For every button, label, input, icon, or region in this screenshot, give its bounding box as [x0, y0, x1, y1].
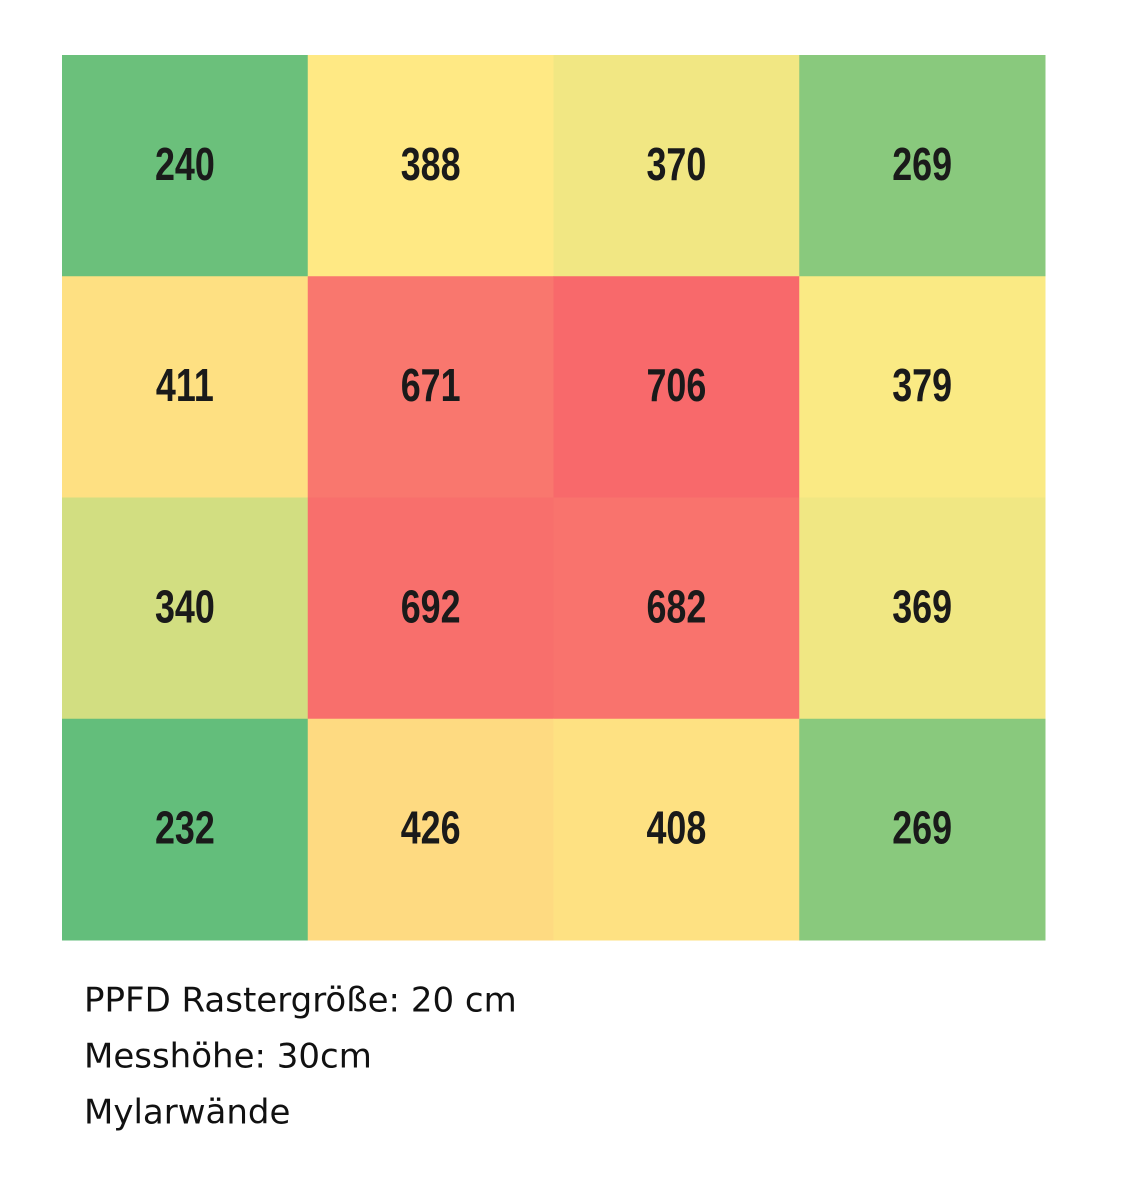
heat-cell	[62, 718, 309, 941]
heat-cell	[307, 497, 554, 720]
cell-value: 369	[892, 581, 952, 632]
cell-value: 340	[155, 581, 215, 632]
cell-value: 379	[892, 360, 952, 411]
heat-cell	[553, 55, 800, 277]
heat-cell	[799, 55, 1046, 277]
cell-value: 671	[401, 360, 461, 411]
cell-value: 706	[646, 360, 706, 411]
cell-value: 426	[401, 802, 461, 853]
heat-cell	[307, 55, 554, 277]
heat-cell	[799, 718, 1046, 941]
cell-value: 411	[156, 360, 214, 411]
caption-line: Mylarwände	[84, 1093, 290, 1133]
heat-cell	[307, 276, 554, 498]
caption-line: Messhöhe: 30cm	[84, 1037, 372, 1077]
cell-value: 682	[646, 581, 706, 632]
heat-cell	[553, 276, 800, 498]
cell-value: 240	[155, 139, 215, 190]
heat-cell	[799, 497, 1046, 720]
heat-cell	[553, 718, 800, 941]
heat-cell	[62, 276, 309, 498]
heat-cell	[62, 497, 309, 720]
cell-value: 388	[401, 139, 461, 190]
heat-cell	[799, 276, 1046, 498]
cell-value: 370	[646, 139, 706, 190]
cell-value: 232	[155, 802, 215, 853]
cell-value: 408	[646, 802, 706, 853]
cell-value: 692	[401, 581, 461, 632]
heat-cell	[553, 497, 800, 720]
heat-cell	[62, 55, 309, 277]
cell-value: 269	[892, 139, 952, 190]
cell-value: 269	[892, 802, 952, 853]
heat-cell	[307, 718, 554, 941]
caption-line: PPFD Rastergröße: 20 cm	[84, 981, 517, 1021]
